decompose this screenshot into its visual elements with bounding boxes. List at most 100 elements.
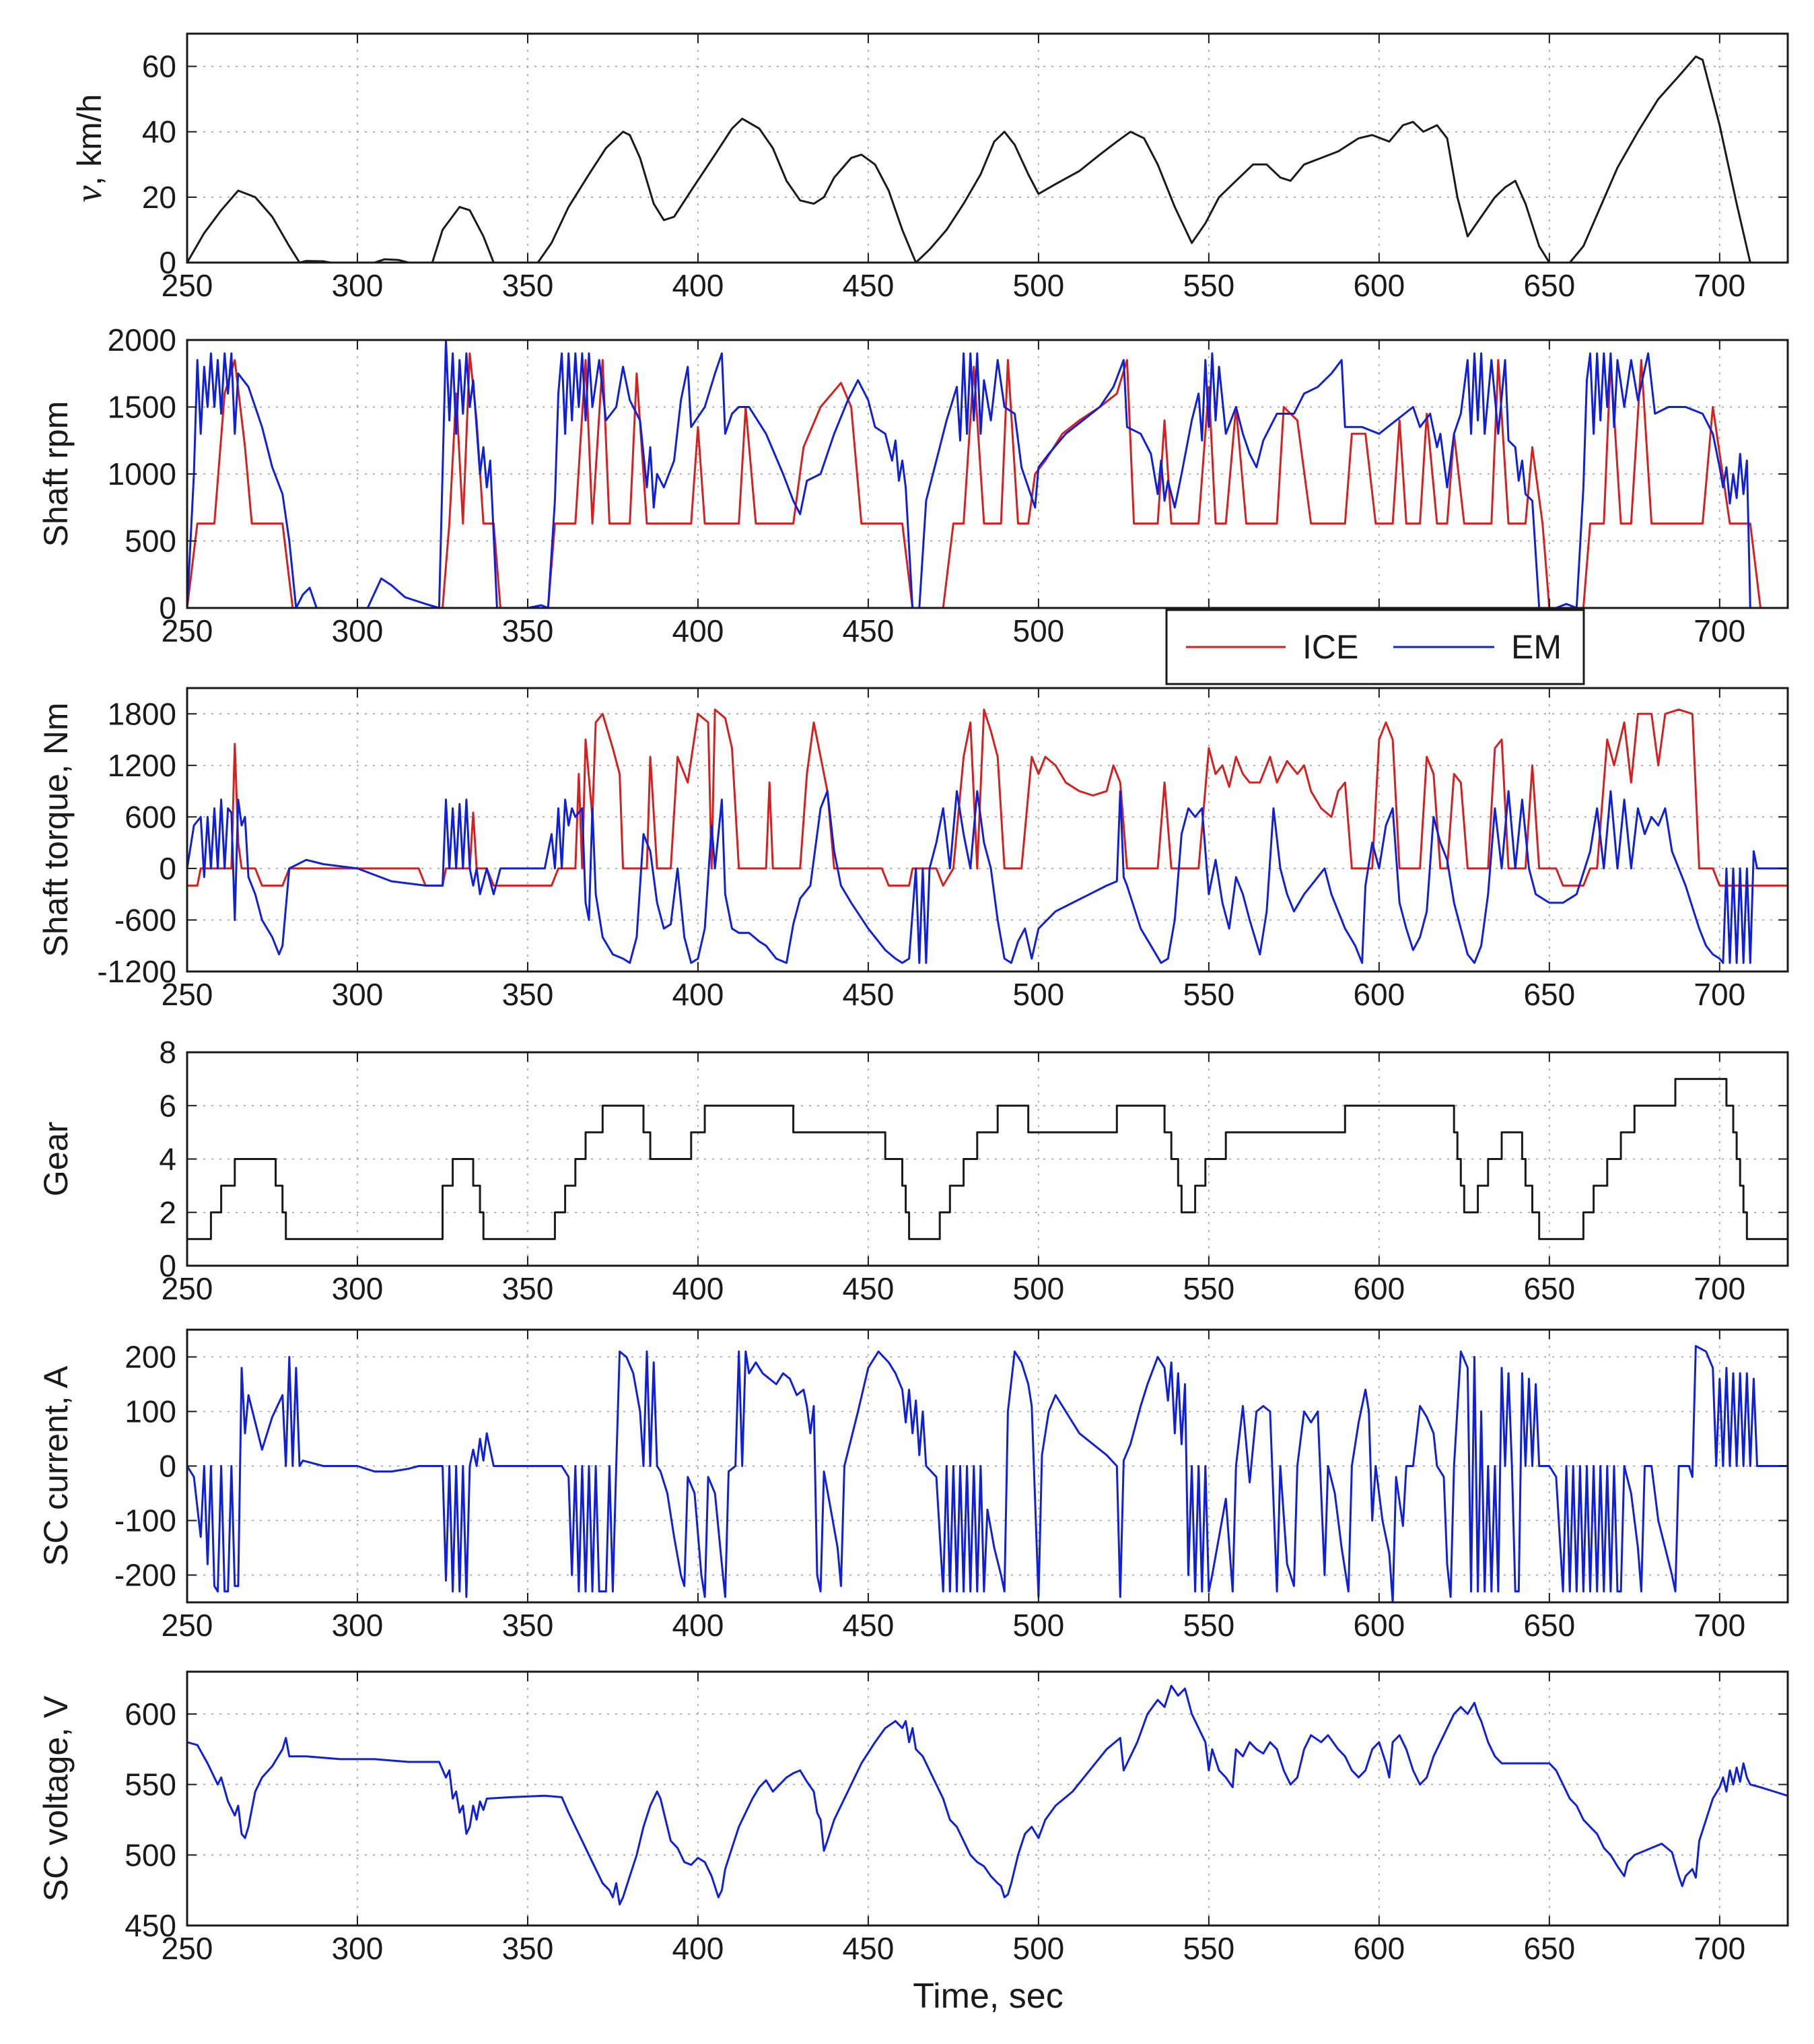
x-tick-label: 550 (1183, 1608, 1234, 1643)
x-tick-label: 350 (502, 977, 554, 1012)
y-tick-label: 0 (159, 590, 176, 625)
y-axis-label-variable: v (68, 186, 110, 203)
y-tick-label: 4 (159, 1142, 176, 1177)
x-tick-label: 500 (1013, 613, 1065, 648)
series-line-em (187, 790, 1788, 964)
y-axis-label: SC current, A (37, 1365, 75, 1566)
x-tick-label: 350 (502, 1931, 554, 1966)
x-tick-label: 700 (1694, 1931, 1745, 1966)
torque-panel: 250 300 350 400 450 500 550 600 650 700 -1200 -600 0… (37, 687, 1789, 1012)
x-tick-label: 300 (332, 1271, 384, 1306)
x-tick-label: 400 (672, 613, 724, 648)
y-tick-label: 0 (159, 1449, 176, 1484)
y-axis-label: Shaft rpm (37, 401, 75, 547)
x-tick-label: 700 (1694, 1271, 1745, 1306)
x-tick-label: 600 (1353, 1608, 1405, 1643)
x-tick-label: 250 (162, 1608, 213, 1643)
x-tick-label: 450 (843, 1608, 895, 1643)
y-axis-label: v, km/h (68, 94, 110, 203)
y-tick-label: 100 (125, 1394, 176, 1429)
y-tick-label: 8 (159, 1035, 176, 1070)
x-tick-label: 500 (1013, 1931, 1065, 1966)
x-tick-label: 350 (502, 613, 554, 648)
y-axis-label: Gear (37, 1122, 75, 1196)
x-tick-label: 400 (672, 1271, 724, 1306)
voltage-panel: 250 300 350 400 450 500 550 600 650 700 450 500 550 6… (37, 1670, 1789, 1966)
y-tick-label: -600 (114, 902, 176, 937)
x-tick-label: 650 (1523, 1931, 1575, 1966)
y-tick-label: 2000 (108, 322, 176, 357)
x-tick-label: 600 (1353, 268, 1405, 303)
x-tick-label: 350 (502, 1608, 554, 1643)
y-tick-label: 20 (142, 180, 176, 215)
x-tick-label: 350 (502, 1271, 554, 1306)
x-tick-label: 650 (1523, 1271, 1575, 1306)
x-tick-label: 600 (1353, 977, 1405, 1012)
y-tick-label: 500 (125, 1837, 176, 1872)
legend: ICE EM (1165, 609, 1585, 685)
x-tick-label: 400 (672, 268, 724, 303)
y-tick-label: -1200 (97, 954, 176, 989)
speed-panel: 250 300 350 400 450 500 550 600 650 700 0 20 40 60 v, … (68, 32, 1789, 303)
axes-frame (186, 32, 1789, 264)
x-tick-label: 250 (162, 977, 213, 1012)
x-tick-label: 550 (1183, 1931, 1234, 1966)
x-tick-label: 550 (1183, 977, 1234, 1012)
y-tick-label: 1800 (108, 696, 176, 731)
y-tick-label: 450 (125, 1908, 176, 1943)
x-tick-label: 450 (843, 613, 895, 648)
y-tick-label: 200 (125, 1340, 176, 1375)
y-tick-label: 0 (159, 851, 176, 886)
x-tick-label: 450 (843, 977, 895, 1012)
x-tick-label: 550 (1183, 268, 1234, 303)
x-tick-label: 300 (332, 1608, 384, 1643)
x-axis-label: Time, sec (913, 1977, 1063, 2016)
x-tick-label: 450 (843, 1931, 895, 1966)
y-tick-label: 1000 (108, 456, 176, 491)
y-tick-label: 600 (125, 799, 176, 834)
x-tick-label: 250 (162, 268, 213, 303)
axes-frame (186, 687, 1789, 973)
x-tick-label: 450 (843, 1271, 895, 1306)
current-panel: 250 300 350 400 450 500 550 600 650 700 -200 -100 0 1… (37, 1328, 1789, 1643)
series-line-gear (187, 1078, 1788, 1240)
axes-frame (186, 1670, 1789, 1927)
y-tick-label: 60 (142, 49, 176, 84)
x-tick-label: 650 (1523, 1608, 1575, 1643)
series-line-em (187, 340, 1788, 608)
x-tick-label: 300 (332, 977, 384, 1012)
series-line-sc-voltage (187, 1684, 1788, 1906)
x-tick-label: 600 (1353, 1931, 1405, 1966)
y-axis-label-unit: , km/h (71, 94, 108, 186)
y-tick-label: 6 (159, 1088, 176, 1123)
series-line-ice (187, 352, 1788, 608)
x-tick-label: 300 (332, 268, 384, 303)
series-line-sc-current (187, 1344, 1788, 1602)
x-tick-label: 550 (1183, 1271, 1234, 1306)
x-tick-label: 700 (1694, 977, 1745, 1012)
x-tick-label: 500 (1013, 1608, 1065, 1643)
y-tick-label: 1200 (108, 748, 176, 783)
x-tick-label: 400 (672, 1931, 724, 1966)
y-tick-label: 500 (125, 524, 176, 559)
x-tick-label: 450 (843, 268, 895, 303)
series-line-ice (187, 708, 1788, 887)
x-tick-label: 400 (672, 1608, 724, 1643)
x-tick-label: 250 (162, 1271, 213, 1306)
x-tick-label: 650 (1523, 268, 1575, 303)
x-tick-label: 500 (1013, 977, 1065, 1012)
x-tick-label: 250 (162, 1931, 213, 1966)
y-tick-label: 40 (142, 114, 176, 149)
x-tick-label: 300 (332, 1931, 384, 1966)
y-tick-label: 2 (159, 1195, 176, 1230)
y-tick-label: 0 (159, 245, 176, 280)
x-tick-label: 250 (162, 613, 213, 648)
series-line-v (187, 55, 1751, 263)
y-tick-label: 1500 (108, 390, 176, 425)
y-axis-label: SC voltage, V (37, 1695, 75, 1901)
x-tick-label: 650 (1523, 977, 1575, 1012)
y-tick-label: -100 (114, 1503, 176, 1538)
x-tick-label: 500 (1013, 268, 1065, 303)
y-tick-label: -200 (114, 1558, 176, 1593)
